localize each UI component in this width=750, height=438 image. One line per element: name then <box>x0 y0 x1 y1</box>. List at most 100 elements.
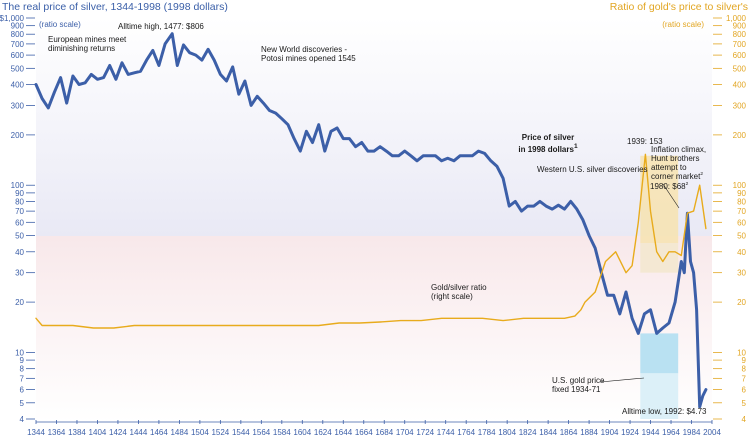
x-tick-label: 1564 <box>252 428 270 437</box>
gold-fixed-period-label-2: fixed 1934-71 <box>552 385 601 394</box>
x-tick-label: 1504 <box>191 428 209 437</box>
left-tick-label: $1,000 <box>0 14 25 23</box>
left-tick-label: 100 <box>11 181 25 190</box>
x-tick-label: 1984 <box>683 428 701 437</box>
x-tick-label: 1584 <box>273 428 291 437</box>
left-tick-label: 900 <box>11 22 25 31</box>
x-tick-label: 1344 <box>27 428 45 437</box>
ratio-peak-1939-annotation: 1939: 153 <box>627 137 663 146</box>
right-tick-label: 9 <box>742 356 747 365</box>
right-tick-label: 7 <box>742 374 747 383</box>
left-tick-label: 6 <box>20 386 25 395</box>
new-world-annotation: New World discoveries -Potosi mines open… <box>261 45 356 63</box>
right-tick-label: 50 <box>737 232 746 241</box>
right-tick-label: 800 <box>733 30 747 39</box>
european-mines-annotation: European mines meet diminishing returns <box>48 35 127 53</box>
chart-title: The real price of silver, 1344-1998 (199… <box>2 1 228 13</box>
left-tick-label: 5 <box>20 399 25 408</box>
left-tick-label: 8 <box>20 365 25 374</box>
left-tick-label: 800 <box>11 30 25 39</box>
x-tick-label: 1844 <box>539 428 557 437</box>
x-tick-label: 1924 <box>621 428 639 437</box>
left-tick-label: 7 <box>20 374 25 383</box>
x-tick-label: 1664 <box>355 428 373 437</box>
gold-fixed-period-shading <box>640 155 679 419</box>
x-tick-label: 1624 <box>314 428 332 437</box>
x-tick-label: 1544 <box>232 428 250 437</box>
x-tick-label: 1964 <box>662 428 680 437</box>
left-tick-label: 200 <box>11 131 25 140</box>
x-tick-label: 1364 <box>48 428 66 437</box>
alltime-low-annotation: Alltime low, 1992: $4.73 <box>622 407 707 416</box>
right-tick-label: 300 <box>733 101 747 110</box>
x-tick-label: 1804 <box>498 428 516 437</box>
left-tick-label: 80 <box>15 197 24 206</box>
inflation-climax-annotation: Inflation climax, Hunt brothers attempt to… <box>651 145 706 181</box>
lower-background-band <box>36 236 712 422</box>
right-axis-title: Ratio of gold's price to silver's <box>609 1 748 13</box>
x-tick-label: 1384 <box>68 428 86 437</box>
x-tick-label: 1644 <box>334 428 352 437</box>
x-tick-label: 1884 <box>580 428 598 437</box>
left-tick-label: 40 <box>15 248 24 257</box>
annotation-layer: Alltime high, 1477: $806 European mines m… <box>48 22 707 416</box>
right-tick-label: 30 <box>737 269 746 278</box>
left-tick-label: 4 <box>20 415 25 424</box>
right-tick-label: 200 <box>733 131 747 140</box>
silver-series-label: Price of silver in 1998 dollars1 <box>518 133 578 154</box>
right-tick-label: 70 <box>737 207 746 216</box>
price-1980-annotation: 1980: $682 <box>650 181 689 191</box>
left-tick-label: 70 <box>15 207 24 216</box>
upper-background-band <box>36 18 712 236</box>
x-tick-label: 1704 <box>396 428 414 437</box>
inflation-pointer <box>662 183 680 209</box>
left-tick-label: 10 <box>15 348 24 357</box>
x-tick-label: 1784 <box>478 428 496 437</box>
x-tick-label: 1464 <box>150 428 168 437</box>
western-us-annotation: Western U.S. silver discoveries <box>537 165 648 174</box>
left-tick-label: 90 <box>15 189 24 198</box>
x-tick-label: 1604 <box>293 428 311 437</box>
right-tick-label: 5 <box>742 399 747 408</box>
right-tick-label: 40 <box>737 248 746 257</box>
alltime-high-annotation: Alltime high, 1477: $806 <box>118 22 204 31</box>
right-tick-label: 500 <box>733 64 747 73</box>
x-tick-label: 1764 <box>457 428 475 437</box>
right-tick-label: 10 <box>737 348 746 357</box>
x-axis: 1344 1364 1384 1404 1424 1444 1464 1484 1504 1524… <box>27 420 721 437</box>
x-tick-label: 1484 <box>170 428 188 437</box>
left-tick-label: 60 <box>15 218 24 227</box>
x-tick-label: 1824 <box>519 428 537 437</box>
right-tick-label: 4 <box>742 415 747 424</box>
left-tick-label: 20 <box>15 298 24 307</box>
gold-silver-ratio-series-line <box>35 153 707 329</box>
x-tick-label: 1524 <box>211 428 229 437</box>
x-tick-label: 2004 <box>703 428 721 437</box>
right-tick-label: 1,000 <box>726 14 747 23</box>
x-tick-label: 1444 <box>130 428 148 437</box>
right-tick-label: 20 <box>737 298 746 307</box>
right-tick-label: 90 <box>737 189 746 198</box>
right-tick-label: 900 <box>733 22 747 31</box>
left-tick-label: 500 <box>11 64 25 73</box>
right-tick-label: 600 <box>733 51 747 60</box>
right-tick-label: 400 <box>733 81 747 90</box>
shade-light-blue-band <box>640 373 679 419</box>
right-scale-note: (ratio scale) <box>662 20 704 29</box>
right-tick-label: 80 <box>737 197 746 206</box>
series-layer <box>34 32 708 409</box>
left-tick-label: 30 <box>15 269 24 278</box>
ratio-series-label: Gold/silver ratio (right scale) <box>431 283 487 301</box>
x-tick-label: 1744 <box>437 428 455 437</box>
left-tick-label: 600 <box>11 51 25 60</box>
right-tick-label: 8 <box>742 365 747 374</box>
left-tick-label: 400 <box>11 81 25 90</box>
x-tick-label: 1904 <box>601 428 619 437</box>
left-tick-label: 300 <box>11 101 25 110</box>
x-tick-label: 1404 <box>89 428 107 437</box>
silver-price-series-line <box>34 32 708 409</box>
left-tick-label: 700 <box>11 40 25 49</box>
right-tick-label: 100 <box>733 181 747 190</box>
